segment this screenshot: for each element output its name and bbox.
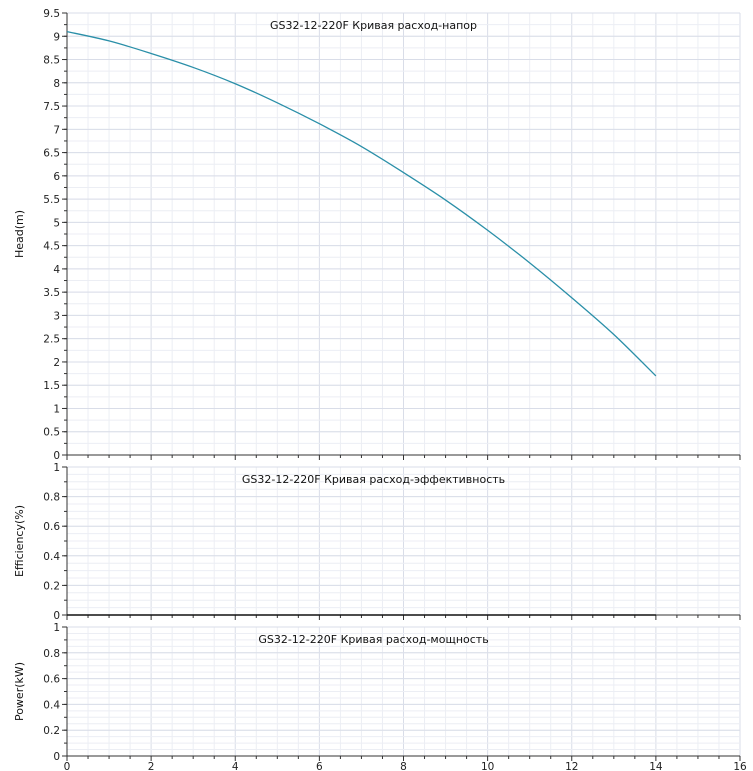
- y-tick-label: 0.4: [43, 699, 60, 711]
- x-tick-label: 14: [649, 761, 663, 771]
- y-tick-label: 1: [53, 462, 60, 474]
- y-tick-label: 7.5: [43, 101, 60, 113]
- y-tick-label: 0: [53, 450, 60, 462]
- y-tick-label: 8.5: [43, 55, 60, 67]
- x-tick-label: 4: [232, 761, 239, 771]
- chart-title: GS32-12-220F Кривая расход-мощность: [258, 633, 488, 646]
- series-line-head: [66, 30, 657, 377]
- y-tick-label: 0.2: [43, 725, 60, 737]
- y-tick-label: 0.2: [43, 580, 60, 592]
- grid: [66, 466, 741, 616]
- y-tick-label: 3.5: [43, 287, 60, 299]
- y-tick-label: 9.5: [43, 8, 60, 20]
- x-tick-label: 12: [565, 761, 578, 771]
- y-tick-label: 0: [53, 751, 60, 763]
- x-tick-label: 2: [148, 761, 155, 771]
- y-tick-label: 0.8: [43, 492, 60, 504]
- x-tick-label: 0: [64, 761, 71, 771]
- x-tick-label: 10: [481, 761, 494, 771]
- y-tick-label: 5: [53, 217, 60, 229]
- chart-title: GS32-12-220F Кривая расход-напор: [270, 19, 477, 32]
- y-tick-label: 1: [53, 622, 60, 634]
- chart-title: GS32-12-220F Кривая расход-эффективность: [242, 473, 505, 486]
- y-tick-label: 1.5: [43, 380, 60, 392]
- y-tick-label: 0.8: [43, 648, 60, 660]
- chart-panel-head: 0 0.5 1 1.5 2 2.5 3 3.5 4 4.5 5 5.5 6 6.5 7 7.5 8 8.5 9 9.5…: [13, 8, 741, 462]
- grid: [66, 626, 741, 757]
- x-tick-label: 6: [316, 761, 323, 771]
- y-tick-label: 4: [53, 264, 60, 276]
- y-tick-label: 8: [53, 78, 60, 90]
- grid: [66, 12, 741, 456]
- y-tick-label: 6: [53, 171, 60, 183]
- y-tick-label: 0.6: [43, 521, 60, 533]
- y-tick-label: 7: [53, 124, 60, 136]
- y-tick-label: 3: [53, 310, 60, 322]
- y-tick-label: 0.4: [43, 551, 60, 563]
- y-axis-label: Head(m): [13, 210, 26, 258]
- y-tick-label: 1: [53, 403, 60, 415]
- y-tick-label: 0: [53, 610, 60, 622]
- y-tick-label: 9: [53, 31, 60, 43]
- y-tick-label: 6.5: [43, 148, 60, 160]
- chart-panel-efficiency: 0 0.2 0.4 0.6 0.8 1 GS32-12-220F Кривая расход…: [13, 462, 741, 622]
- y-tick-label: 4.5: [43, 241, 60, 253]
- y-axis-label: Efficiency(%): [13, 505, 26, 577]
- y-tick-label: 2.5: [43, 334, 60, 346]
- y-tick-label: 0.5: [43, 427, 60, 439]
- y-tick-label: 2: [53, 357, 60, 369]
- x-tick-label: 8: [400, 761, 407, 771]
- y-axis-label: Power(kW): [13, 662, 26, 721]
- x-tick-label: 16: [733, 761, 747, 771]
- y-tick-label: 0.6: [43, 674, 60, 686]
- chart-panel-power: 00.20.40.60.810 2 4 6 8 10 12 14 16GS32-12-220F …: [13, 622, 747, 771]
- y-tick-label: 5.5: [43, 194, 60, 206]
